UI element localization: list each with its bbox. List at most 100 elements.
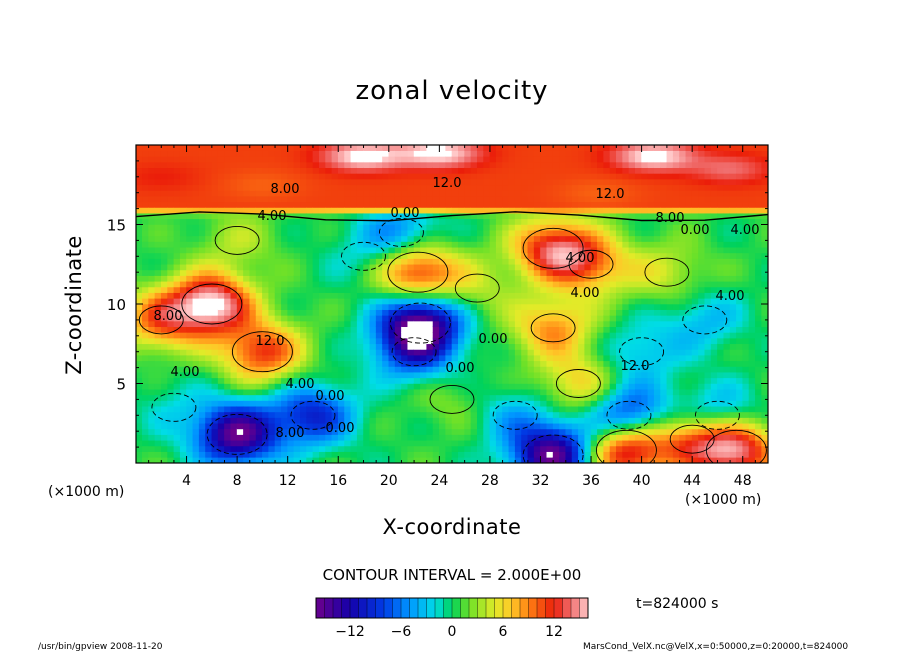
heatmap-cell: [616, 195, 623, 203]
heatmap-cell: [476, 405, 484, 413]
heatmap-cell: [249, 400, 257, 407]
x-unit-right: (×1000 m): [685, 492, 762, 508]
heatmap-cell: [521, 167, 529, 174]
heatmap-cell: [691, 229, 699, 237]
heatmap-cell: [318, 201, 326, 208]
heatmap-cell: [653, 275, 661, 282]
heatmap-cell: [344, 258, 352, 265]
heatmap-cell: [495, 400, 503, 407]
heatmap-cell: [489, 371, 497, 379]
heatmap-cell: [205, 400, 213, 407]
heatmap-cell: [603, 303, 611, 310]
heatmap-cell: [527, 309, 535, 316]
heatmap-cell: [312, 349, 320, 356]
heatmap-cell: [160, 417, 168, 424]
heatmap-cell: [470, 445, 478, 452]
heatmap-cell: [464, 417, 472, 424]
heatmap-cell: [363, 161, 371, 169]
heatmap-cell: [142, 451, 149, 458]
heatmap-cell: [142, 417, 149, 424]
heatmap-cell: [255, 212, 263, 220]
heatmap-cell: [236, 161, 244, 169]
heatmap-cell: [666, 366, 674, 373]
heatmap-cell: [476, 400, 484, 407]
heatmap-cell: [508, 343, 516, 350]
heatmap-cell: [363, 145, 371, 151]
heatmap-cell: [344, 371, 352, 379]
heatmap-cell: [432, 360, 440, 367]
heatmap-cell: [375, 178, 383, 186]
heatmap-cell: [255, 394, 263, 401]
heatmap-cell: [394, 451, 402, 458]
heatmap-cell: [464, 292, 472, 299]
heatmap-cell: [142, 229, 149, 237]
heatmap-cell: [388, 354, 396, 362]
heatmap-cell: [325, 320, 333, 328]
heatmap-cell: [420, 354, 428, 362]
heatmap-cell: [344, 326, 352, 333]
heatmap-cell: [559, 156, 567, 163]
heatmap-cell: [540, 320, 548, 328]
heatmap-cell: [312, 280, 320, 288]
heatmap-cell: [660, 422, 668, 430]
heatmap-cell: [489, 218, 497, 225]
heatmap-cell: [413, 167, 421, 174]
heatmap-cell: [198, 349, 206, 356]
heatmap-cell: [356, 349, 364, 356]
heatmap-cell: [217, 343, 225, 350]
heatmap-cell: [590, 207, 598, 214]
heatmap-cell: [192, 309, 200, 316]
heatmap-cell: [628, 258, 636, 265]
heatmap-cell: [230, 173, 238, 180]
heatmap-cell: [224, 354, 232, 362]
heatmap-cell: [179, 445, 187, 452]
heatmap-cell: [356, 263, 364, 271]
heatmap-cell: [439, 145, 446, 151]
heatmap-cell: [647, 246, 655, 254]
heatmap-cell: [521, 354, 529, 362]
heatmap-cell: [685, 184, 693, 191]
heatmap-cell: [236, 150, 244, 157]
heatmap-cell: [470, 332, 478, 339]
heatmap-cell: [521, 388, 529, 396]
heatmap-cell: [186, 303, 194, 310]
heatmap-cell: [584, 269, 592, 276]
heatmap-cell: [394, 434, 402, 441]
heatmap-cell: [274, 349, 282, 356]
heatmap-cell: [230, 439, 238, 447]
heatmap-cell: [508, 303, 516, 310]
heatmap-cell: [142, 292, 149, 299]
heatmap-cell: [369, 167, 377, 174]
heatmap-cell: [401, 405, 409, 413]
heatmap-cell: [407, 286, 415, 293]
heatmap-cell: [192, 229, 200, 237]
heatmap-cell: [388, 150, 396, 157]
heatmap-cell: [217, 145, 225, 151]
heatmap-cell: [205, 383, 213, 390]
heatmap-cell: [432, 201, 440, 208]
heatmap-cell: [160, 235, 168, 242]
heatmap-cell: [356, 150, 364, 157]
heatmap-cell: [445, 156, 453, 163]
heatmap-cell: [476, 411, 484, 418]
heatmap-cell: [483, 315, 491, 322]
heatmap-cell: [205, 173, 213, 180]
heatmap-cell: [426, 173, 434, 180]
heatmap-cell: [154, 241, 162, 248]
heatmap-cell: [420, 178, 428, 186]
heatmap-cell: [344, 145, 352, 151]
heatmap-cell: [609, 224, 617, 231]
heatmap-cell: [634, 417, 642, 424]
heatmap-cell: [616, 451, 623, 458]
chart-title: zonal velocity: [355, 76, 549, 106]
heatmap-cell: [483, 241, 491, 248]
heatmap-cell: [243, 337, 251, 345]
heatmap-cell: [628, 298, 636, 305]
heatmap-cell: [401, 178, 409, 186]
heatmap-cell: [325, 337, 333, 345]
heatmap-cell: [609, 337, 617, 345]
heatmap-cell: [420, 212, 428, 220]
heatmap-cell: [375, 394, 383, 401]
heatmap-cell: [590, 388, 598, 396]
heatmap-cell: [685, 394, 693, 401]
